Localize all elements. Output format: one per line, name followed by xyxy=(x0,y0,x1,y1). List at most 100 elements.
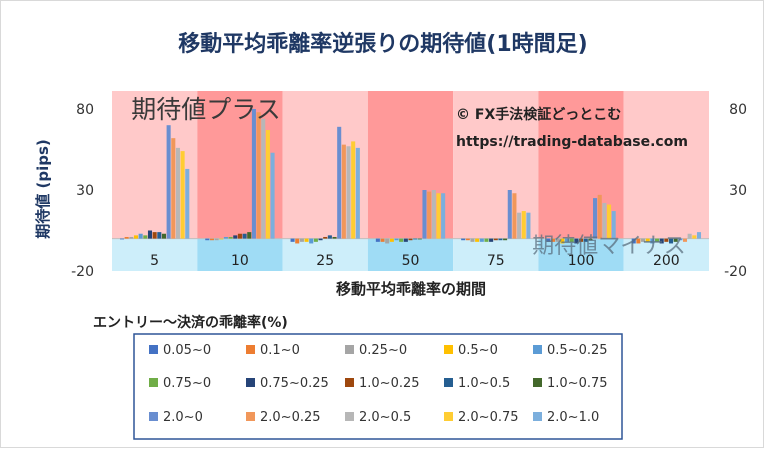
bar xyxy=(631,238,636,244)
bar xyxy=(270,152,275,239)
bar xyxy=(441,193,446,239)
chart-title: 移動平均乖離率逆張りの期待値(1時間足) xyxy=(178,31,587,57)
legend-entry: 1.0~0.5 xyxy=(458,376,510,391)
bar xyxy=(380,238,385,242)
legend-swatch xyxy=(149,345,158,354)
bar xyxy=(346,146,351,239)
bar xyxy=(489,238,494,242)
bar xyxy=(668,238,674,244)
legend-entry: 0.75~0 xyxy=(163,376,211,391)
bar xyxy=(659,238,664,244)
legend-swatch xyxy=(345,378,354,387)
bar xyxy=(304,238,309,242)
bar xyxy=(166,125,171,239)
legend-entry: 0.5~0.25 xyxy=(547,343,608,358)
bar xyxy=(385,238,390,244)
bar xyxy=(692,235,697,239)
legend-swatch xyxy=(149,378,158,387)
bar xyxy=(147,230,153,239)
y-axis-label: 期待値 (pips) xyxy=(34,139,52,238)
y-tick-label: 30 xyxy=(729,183,747,199)
y-axis-left: 80 30 -20 xyxy=(71,102,94,280)
bar xyxy=(484,238,489,242)
category-label: 200 xyxy=(653,253,680,269)
bar xyxy=(593,198,598,239)
legend-swatch xyxy=(533,345,542,354)
bar xyxy=(436,193,441,239)
background-bands xyxy=(112,91,709,271)
legend-entry: 1.0~0.75 xyxy=(547,376,608,391)
bar xyxy=(157,232,162,239)
bar xyxy=(228,236,233,239)
bar xyxy=(265,130,270,239)
bar xyxy=(152,232,157,239)
legend-title: エントリー～決済の乖離率(%) xyxy=(93,314,288,331)
bar xyxy=(588,238,593,241)
bar xyxy=(261,118,266,239)
legend-entry: 0.75~0.25 xyxy=(260,376,329,391)
minus-band xyxy=(197,238,283,271)
bar xyxy=(507,190,512,239)
bar xyxy=(565,238,570,242)
bar xyxy=(602,202,607,239)
bar xyxy=(375,238,380,242)
bar xyxy=(687,233,692,239)
bar xyxy=(323,236,328,239)
bar xyxy=(475,238,480,242)
bar xyxy=(546,238,551,242)
bar xyxy=(650,238,655,244)
bar xyxy=(242,233,247,239)
bar xyxy=(327,235,332,239)
bar xyxy=(517,212,522,239)
bar xyxy=(682,238,688,242)
legend-swatch xyxy=(345,412,354,421)
bar xyxy=(223,236,228,239)
bar xyxy=(431,190,436,239)
minus-band xyxy=(112,238,198,271)
bar xyxy=(636,238,641,244)
legend-entry: 2.0~1.0 xyxy=(547,410,599,425)
minus-band xyxy=(453,238,539,271)
bar xyxy=(171,138,176,239)
legend-swatch xyxy=(149,412,158,421)
bar xyxy=(309,238,314,244)
bar xyxy=(290,238,295,242)
legend: 0.05~0 0.1~0 0.25~0 0.5~0 0.5~0.25 0.75~0 0.75… xyxy=(149,343,608,425)
bar xyxy=(645,238,650,242)
bar xyxy=(413,238,418,240)
bar xyxy=(313,238,318,242)
y-tick-label: 30 xyxy=(76,183,94,199)
y-tick-label: 80 xyxy=(729,102,747,118)
bar xyxy=(664,238,669,242)
bar xyxy=(583,238,588,242)
bar xyxy=(574,238,579,244)
bar xyxy=(389,238,394,242)
bars xyxy=(119,109,702,244)
bar xyxy=(133,235,139,239)
legend-swatch xyxy=(444,378,453,387)
bar xyxy=(318,238,323,241)
bar xyxy=(611,211,616,239)
bar xyxy=(470,238,475,242)
bar xyxy=(526,212,531,239)
bar xyxy=(394,238,399,241)
copyright-annotation: © FX手法検証どっとこむ xyxy=(456,106,621,123)
bar xyxy=(138,233,143,239)
legend-entry: 0.25~0 xyxy=(359,343,407,358)
bar xyxy=(498,238,503,241)
legend-entry: 0.05~0 xyxy=(163,343,211,358)
x-axis-label: 移動平均乖離率の期間 xyxy=(336,280,486,298)
bar xyxy=(341,144,346,239)
bar xyxy=(555,238,560,242)
plus-annotation: 期待値プラス xyxy=(131,95,281,124)
bar xyxy=(673,238,678,242)
bar xyxy=(461,238,466,241)
y-axis-right: 80 30 -20 xyxy=(724,102,747,280)
category-labels: 5 10 25 50 75 100 200 xyxy=(150,253,680,269)
bar xyxy=(143,235,148,239)
bar xyxy=(493,238,498,241)
bar xyxy=(479,238,484,242)
legend-entry: 2.0~0.75 xyxy=(458,410,519,425)
bar xyxy=(403,238,408,242)
